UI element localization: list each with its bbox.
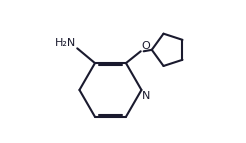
- Text: N: N: [142, 91, 151, 101]
- Text: O: O: [141, 41, 150, 51]
- Text: H₂N: H₂N: [55, 38, 77, 48]
